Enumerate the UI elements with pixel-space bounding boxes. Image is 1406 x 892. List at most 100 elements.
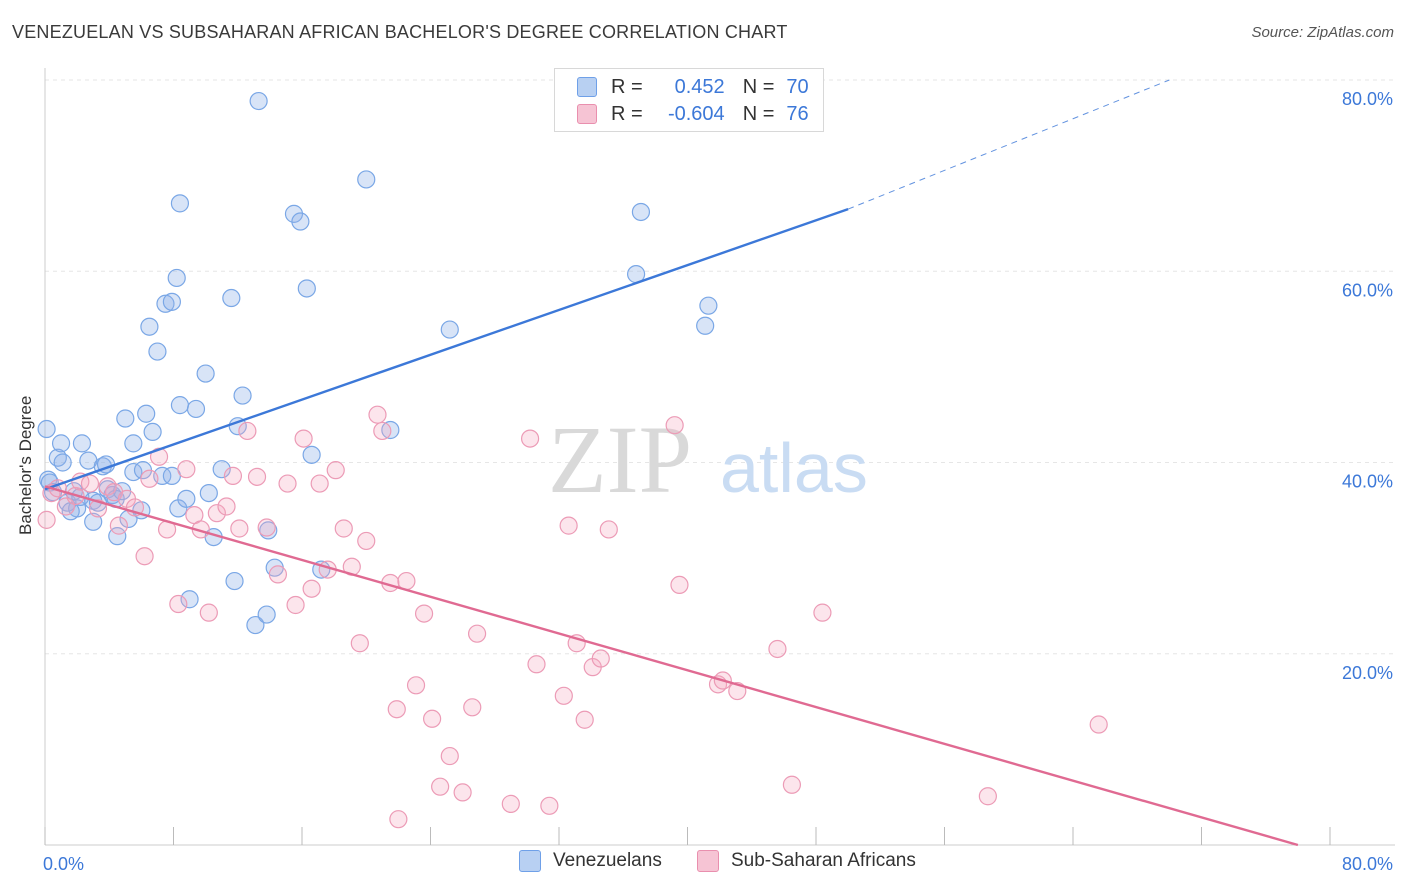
data-point bbox=[350, 634, 369, 653]
data-point bbox=[423, 709, 442, 728]
legend-row-subsaharan: R = -0.604 N = 76 bbox=[577, 101, 809, 127]
legend-n-value: 70 bbox=[786, 75, 809, 98]
legend-n-label: N = bbox=[742, 102, 775, 125]
data-point bbox=[88, 499, 108, 518]
data-point bbox=[387, 700, 406, 719]
x-tick-label: 80.0% bbox=[1342, 854, 1393, 874]
legend-n-label: N = bbox=[742, 75, 775, 98]
data-point bbox=[170, 396, 190, 415]
data-point bbox=[326, 461, 345, 480]
data-point bbox=[294, 429, 313, 448]
data-point bbox=[80, 474, 100, 493]
data-point bbox=[591, 649, 610, 668]
data-point bbox=[72, 434, 92, 453]
chart-title: VENEZUELAN VS SUBSAHARAN AFRICAN BACHELO… bbox=[12, 22, 788, 42]
data-point bbox=[124, 434, 143, 453]
data-point bbox=[699, 296, 718, 315]
legend-item-venezuelans[interactable]: Venezuelans bbox=[519, 850, 662, 872]
data-point bbox=[140, 317, 159, 336]
data-point bbox=[180, 590, 199, 609]
data-point bbox=[207, 504, 226, 523]
data-point bbox=[233, 386, 252, 405]
data-point bbox=[148, 342, 167, 361]
data-point bbox=[169, 594, 188, 614]
data-point bbox=[575, 710, 594, 729]
data-point bbox=[257, 605, 276, 624]
legend-swatch-subsaharan bbox=[577, 104, 597, 124]
watermark: ZIP atlas bbox=[548, 406, 868, 513]
y-axis-label: Bachelor's Degree bbox=[16, 395, 35, 535]
data-point bbox=[170, 194, 190, 213]
data-point bbox=[246, 615, 265, 635]
data-point bbox=[223, 466, 243, 485]
data-point bbox=[357, 170, 376, 189]
data-point bbox=[247, 467, 267, 486]
data-point bbox=[186, 399, 206, 419]
data-point bbox=[217, 497, 236, 516]
data-point bbox=[156, 294, 175, 313]
data-point bbox=[109, 516, 128, 535]
legend-n-value: 76 bbox=[786, 102, 809, 125]
data-point bbox=[540, 796, 559, 815]
data-point bbox=[116, 409, 135, 428]
data-point bbox=[230, 519, 249, 538]
data-point bbox=[389, 810, 408, 829]
data-point bbox=[199, 484, 218, 503]
data-point bbox=[696, 316, 715, 335]
tick-labels: 20.0% 40.0% 60.0% 80.0% 0.0% 80.0% bbox=[43, 89, 1393, 874]
data-point bbox=[291, 212, 310, 231]
data-point bbox=[53, 453, 72, 472]
data-point bbox=[259, 521, 278, 540]
data-point bbox=[554, 686, 573, 705]
data-point bbox=[135, 547, 154, 566]
data-point bbox=[665, 416, 684, 435]
data-point bbox=[431, 777, 450, 796]
legend-swatch-venezuelans bbox=[577, 77, 597, 97]
legend-swatch-subsaharan bbox=[697, 850, 719, 872]
data-point bbox=[212, 460, 231, 479]
data-point bbox=[162, 292, 181, 311]
grid-lines bbox=[45, 79, 1395, 655]
data-point bbox=[373, 421, 392, 441]
data-point bbox=[1089, 715, 1108, 734]
legend-r-label: R = bbox=[611, 75, 643, 98]
data-point bbox=[302, 579, 321, 598]
data-point bbox=[782, 775, 802, 794]
data-point bbox=[302, 445, 321, 464]
legend-r-value: -0.604 bbox=[667, 102, 725, 125]
data-point bbox=[440, 746, 459, 766]
data-point bbox=[286, 595, 305, 615]
axes bbox=[44, 68, 1395, 846]
trend-line-venezuelans bbox=[44, 207, 849, 491]
source-label: Source: ZipAtlas.com bbox=[1251, 24, 1394, 41]
x-tick-label: 0.0% bbox=[43, 854, 84, 874]
legend-r-value: 0.452 bbox=[674, 75, 725, 98]
data-point bbox=[140, 469, 159, 488]
watermark-atlas: atlas bbox=[720, 429, 868, 507]
data-point bbox=[51, 434, 71, 453]
data-point bbox=[177, 489, 196, 508]
data-point bbox=[268, 565, 288, 584]
legend-item-subsaharan[interactable]: Sub-Saharan Africans bbox=[697, 850, 916, 872]
data-point bbox=[527, 655, 546, 674]
data-point bbox=[143, 422, 162, 441]
data-point bbox=[278, 474, 297, 493]
y-tick-label: 40.0% bbox=[1342, 472, 1393, 492]
data-point bbox=[37, 510, 56, 529]
trend-lines bbox=[44, 79, 1299, 847]
data-point bbox=[84, 512, 103, 531]
data-point bbox=[414, 604, 434, 623]
data-point bbox=[463, 698, 482, 717]
data-point bbox=[467, 624, 487, 643]
data-point bbox=[199, 603, 218, 622]
correlation-legend: R = 0.452 N = 70 R = -0.604 N = 76 bbox=[554, 68, 824, 132]
data-point bbox=[453, 783, 472, 802]
legend-label-venezuelans: Venezuelans bbox=[553, 850, 662, 871]
data-point bbox=[225, 571, 244, 591]
data-point bbox=[357, 531, 376, 551]
data-point bbox=[137, 404, 156, 423]
data-point bbox=[520, 429, 540, 448]
data-point bbox=[440, 320, 459, 339]
trend-line-subsaharan bbox=[44, 485, 1299, 847]
data-point bbox=[257, 518, 276, 537]
